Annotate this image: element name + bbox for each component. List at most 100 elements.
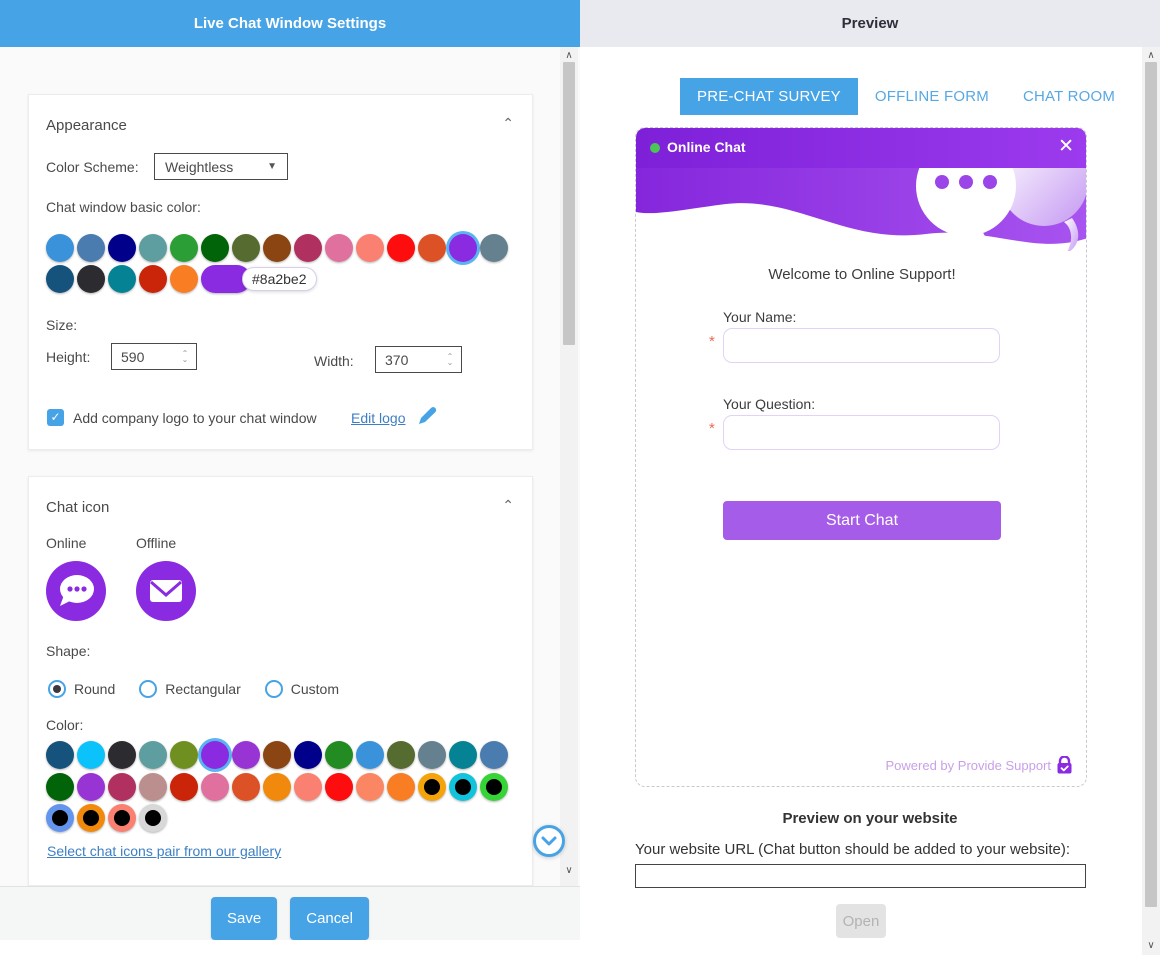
color-swatch[interactable] <box>170 265 198 293</box>
color-swatch[interactable] <box>139 234 167 262</box>
bottom-strip <box>0 940 580 955</box>
color-swatch[interactable] <box>325 234 353 262</box>
radio-icon[interactable] <box>48 680 66 698</box>
website-url-input[interactable] <box>635 864 1086 888</box>
color-swatch[interactable] <box>480 234 508 262</box>
color-swatch[interactable] <box>480 773 508 801</box>
cancel-button[interactable]: Cancel <box>290 897 369 940</box>
chevron-down-icon: ▼ <box>267 161 277 172</box>
add-logo-checkbox[interactable]: ✓ <box>47 409 64 426</box>
collapse-chevron-icon[interactable]: ⌃ <box>502 497 514 513</box>
color-swatch[interactable] <box>170 773 198 801</box>
color-swatch[interactable] <box>139 265 167 293</box>
color-swatch[interactable] <box>418 741 446 769</box>
color-swatch[interactable] <box>294 741 322 769</box>
color-swatch[interactable] <box>232 234 260 262</box>
color-swatch[interactable] <box>356 773 384 801</box>
color-swatch[interactable] <box>108 741 136 769</box>
online-status-dot <box>650 143 660 153</box>
icon-color-row-3 <box>46 804 167 832</box>
height-stepper[interactable]: ⌃ ⌄ <box>181 348 189 364</box>
shape-option-round[interactable]: Round <box>48 680 115 698</box>
color-swatch[interactable] <box>139 804 167 832</box>
tab-chat-room[interactable]: CHAT ROOM <box>1022 88 1116 105</box>
color-swatch[interactable] <box>170 741 198 769</box>
scroll-up-icon[interactable]: ∧ <box>1147 50 1155 61</box>
color-swatch[interactable] <box>201 234 229 262</box>
scroll-up-icon[interactable]: ∧ <box>565 50 573 61</box>
scroll-down-button[interactable] <box>533 825 565 857</box>
color-swatch[interactable] <box>387 741 415 769</box>
color-swatch[interactable] <box>77 234 105 262</box>
name-input[interactable] <box>723 328 1000 363</box>
icon-gallery-link[interactable]: Select chat icons pair from our gallery <box>47 843 282 859</box>
color-swatch[interactable] <box>77 265 105 293</box>
color-swatch[interactable] <box>449 234 477 262</box>
close-icon[interactable]: ✕ <box>1058 136 1074 157</box>
scrollbar-thumb[interactable] <box>563 62 575 345</box>
color-swatch[interactable] <box>294 773 322 801</box>
preview-scrollbar[interactable]: ∧ ∨ <box>1142 47 1160 955</box>
color-swatch[interactable] <box>46 741 74 769</box>
color-scheme-value: Weightless <box>165 158 234 175</box>
save-button[interactable]: Save <box>211 897 278 940</box>
color-swatch[interactable] <box>77 773 105 801</box>
color-swatch[interactable] <box>418 773 446 801</box>
color-swatch[interactable] <box>108 234 136 262</box>
color-swatch[interactable] <box>170 234 198 262</box>
edit-logo-link[interactable]: Edit logo <box>351 410 406 426</box>
color-swatch[interactable] <box>356 741 384 769</box>
color-swatch[interactable] <box>232 773 260 801</box>
color-swatch[interactable] <box>356 234 384 262</box>
color-swatch[interactable] <box>77 741 105 769</box>
question-input[interactable] <box>723 415 1000 450</box>
powered-by[interactable]: Powered by Provide Support <box>886 756 1072 774</box>
color-swatch[interactable] <box>325 773 353 801</box>
color-swatch[interactable] <box>46 773 74 801</box>
color-swatch[interactable] <box>418 234 446 262</box>
color-swatch[interactable] <box>480 741 508 769</box>
color-swatch[interactable] <box>263 741 291 769</box>
color-swatch[interactable] <box>387 773 415 801</box>
tab-offline-form[interactable]: OFFLINE FORM <box>874 88 989 105</box>
window-color-row-2: #8a2be2 <box>46 265 317 293</box>
color-swatch[interactable] <box>232 741 260 769</box>
color-swatch[interactable] <box>449 741 477 769</box>
scrollbar-thumb[interactable] <box>1145 62 1157 907</box>
radio-icon[interactable] <box>139 680 158 698</box>
tab-pre-chat-survey[interactable]: PRE-CHAT SURVEY <box>680 78 858 115</box>
collapse-chevron-icon[interactable]: ⌃ <box>502 115 514 131</box>
color-swatch[interactable] <box>201 741 229 769</box>
color-swatch[interactable] <box>108 804 136 832</box>
add-logo-label: Add company logo to your chat window <box>73 410 317 426</box>
color-swatch[interactable] <box>108 773 136 801</box>
settings-scrollbar[interactable]: ∧ ∨ <box>560 47 578 886</box>
pencil-icon[interactable] <box>417 406 437 426</box>
color-swatch[interactable] <box>201 773 229 801</box>
color-swatch[interactable] <box>263 773 291 801</box>
color-swatch[interactable] <box>263 234 291 262</box>
scroll-down-icon[interactable]: ∨ <box>565 865 573 876</box>
color-swatch[interactable] <box>46 265 74 293</box>
color-swatch[interactable] <box>46 234 74 262</box>
shape-option-rectangular[interactable]: Rectangular <box>139 680 241 698</box>
scroll-down-icon[interactable]: ∨ <box>1147 940 1155 951</box>
color-swatch[interactable] <box>139 773 167 801</box>
color-swatch[interactable] <box>108 265 136 293</box>
color-swatch[interactable] <box>294 234 322 262</box>
width-stepper[interactable]: ⌃ ⌄ <box>446 351 454 367</box>
radio-icon[interactable] <box>264 680 283 698</box>
color-swatch[interactable] <box>139 741 167 769</box>
color-swatch[interactable] <box>449 773 477 801</box>
start-chat-button[interactable]: Start Chat <box>723 501 1001 540</box>
shape-option-custom[interactable]: Custom <box>264 680 339 698</box>
open-button[interactable]: Open <box>836 904 886 938</box>
color-swatch[interactable] <box>77 804 105 832</box>
color-swatch[interactable] <box>387 234 415 262</box>
width-label: Width: <box>314 353 354 369</box>
height-input[interactable]: 590 ⌃ ⌄ <box>111 343 197 370</box>
color-scheme-select[interactable]: Weightless ▼ <box>154 153 288 180</box>
width-input[interactable]: 370 ⌃ ⌄ <box>375 346 462 373</box>
color-swatch[interactable] <box>325 741 353 769</box>
color-swatch[interactable] <box>46 804 74 832</box>
